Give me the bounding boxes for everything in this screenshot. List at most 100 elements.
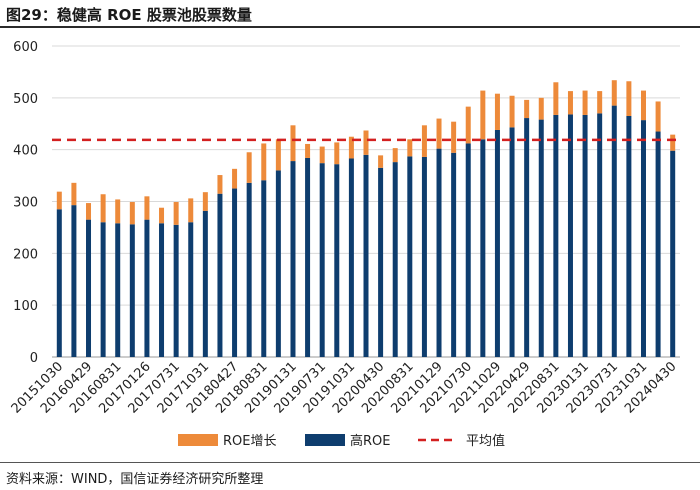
bar-roe-increase [348,136,354,159]
bar-roe-increase [494,93,500,130]
bar-roe-increase [378,155,384,168]
bar-roe-increase [159,207,165,224]
bar-high-roe [173,224,179,357]
bar-roe-increase [392,148,398,163]
source-note: 资料来源：WIND，国信证券经济研究所整理 [6,472,264,487]
bar-roe-increase [567,91,573,115]
legend-label-high-roe: 高ROE [350,433,390,449]
bar-roe-increase [670,134,676,151]
bar-high-roe [494,129,500,357]
bar-high-roe [159,223,165,357]
y-tick-label: 400 [13,144,38,159]
bar-high-roe [115,223,121,357]
bar-roe-increase [407,139,413,157]
bar-high-roe [465,143,471,357]
bar-high-roe [86,219,92,357]
bar-high-roe [188,222,194,357]
bar-roe-increase [246,152,252,183]
bar-high-roe [436,148,442,357]
bar-high-roe [319,163,325,357]
bar-roe-increase [188,198,194,223]
bar-roe-increase [626,81,632,116]
bar-high-roe [56,209,62,357]
bar-high-roe [378,167,384,357]
bar-high-roe [538,119,544,357]
title-divider [0,26,700,28]
bar-roe-increase [275,139,281,171]
bar-roe-increase [480,90,486,140]
bar-high-roe [232,188,238,357]
bar-high-roe [100,222,106,357]
bar-high-roe [144,219,150,357]
bar-high-roe [246,182,252,357]
bar-high-roe [553,114,559,357]
bar-high-roe [480,139,486,357]
bar-roe-increase [232,168,238,189]
y-tick-label: 300 [13,196,38,211]
bar-roe-increase [640,90,646,121]
x-tick-labels: 2015103020160429201608312017012620170731… [9,359,680,416]
bar-high-roe [334,164,340,357]
bar-roe-increase [305,143,311,158]
bar-roe-increase [202,192,208,211]
bar-roe-increase [115,199,121,224]
bar-high-roe [524,118,530,357]
axis-layer: 0 100 200 300 400 500 600 [13,40,680,366]
bar-roe-increase [334,142,340,165]
bar-roe-increase [144,196,150,220]
bar-high-roe [597,113,603,357]
legend-label-average: 平均值 [466,433,505,449]
bar-high-roe [451,152,457,357]
y-tick-label: 200 [13,247,38,262]
y-tick-label: 0 [30,351,38,366]
source-divider [0,462,700,463]
bar-high-roe [275,170,281,357]
bar-high-roe [421,156,427,357]
bar-roe-increase [261,143,267,181]
y-tick-label: 100 [13,299,38,314]
bar-high-roe [407,156,413,357]
bar-high-roe [290,161,296,357]
bar-roe-increase [217,175,223,194]
bar-roe-increase [129,202,135,225]
bar-roe-increase [86,203,92,220]
legend-swatch-high-roe [305,434,345,446]
bar-high-roe [611,105,617,357]
bar-high-roe [626,115,632,357]
legend: ROE增长 高ROE 平均值 [178,433,505,449]
chart: 0 100 200 300 400 500 600 20151030201604292016… [9,40,680,449]
bar-layer [56,80,676,358]
bar-roe-increase [465,106,471,144]
bar-roe-increase [56,191,62,210]
y-tick-label: 600 [13,40,38,55]
bar-roe-increase [524,99,530,119]
bar-roe-increase [582,90,588,115]
bar-roe-increase [71,182,77,206]
bar-high-roe [392,162,398,357]
bar-high-roe [71,205,77,357]
bar-high-roe [567,114,573,357]
bar-roe-increase [597,91,603,114]
y-tick-label: 500 [13,92,38,107]
bar-high-roe [129,224,135,357]
bar-high-roe [348,158,354,357]
bar-roe-increase [611,80,617,106]
bar-high-roe [217,193,223,357]
bar-roe-increase [421,125,427,157]
bar-high-roe [670,150,676,357]
bar-roe-increase [363,130,369,155]
bar-roe-increase [100,194,106,223]
bar-high-roe [582,114,588,357]
legend-swatch-roe-increase [178,434,218,446]
bar-roe-increase [509,95,515,128]
bar-high-roe [202,210,208,357]
bar-high-roe [261,180,267,357]
bar-roe-increase [290,125,296,162]
bar-high-roe [509,127,515,357]
bar-roe-increase [553,82,559,115]
bar-high-roe [363,154,369,357]
bar-roe-increase [655,101,661,132]
legend-label-roe-increase: ROE增长 [223,434,276,449]
bar-high-roe [655,131,661,357]
bar-roe-increase [319,146,325,164]
